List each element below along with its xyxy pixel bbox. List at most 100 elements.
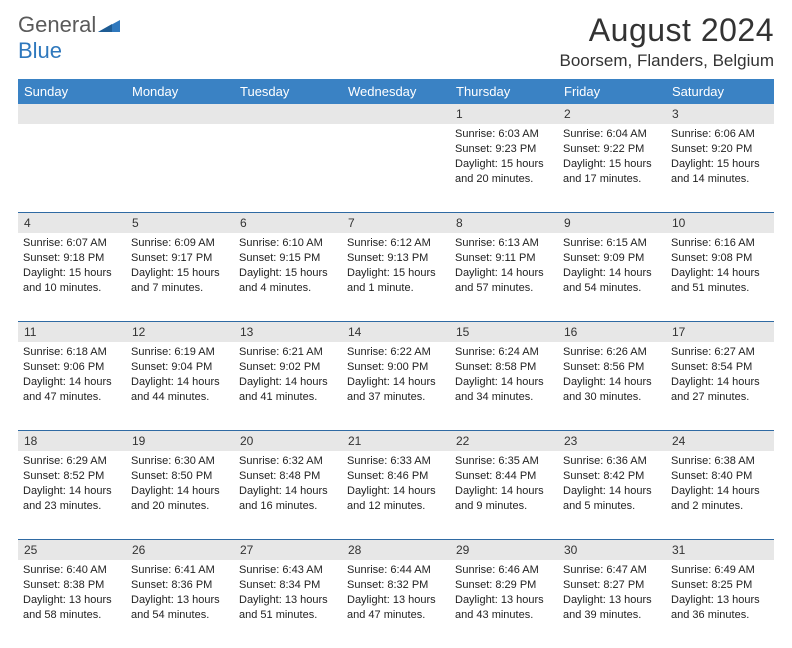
day-number: 25 xyxy=(18,540,126,560)
day-number: 9 xyxy=(558,213,666,233)
daylight-text: Daylight: 14 hours and 51 minutes. xyxy=(671,266,769,296)
sunset-text: Sunset: 8:42 PM xyxy=(563,469,661,484)
daylight-text: Daylight: 13 hours and 36 minutes. xyxy=(671,593,769,623)
day-number: 2 xyxy=(558,104,666,124)
sunrise-text: Sunrise: 6:27 AM xyxy=(671,345,769,360)
day-cell: Sunrise: 6:09 AMSunset: 9:17 PMDaylight:… xyxy=(126,233,234,321)
sunset-text: Sunset: 8:32 PM xyxy=(347,578,445,593)
sunrise-text: Sunrise: 6:19 AM xyxy=(131,345,229,360)
sunset-text: Sunset: 8:44 PM xyxy=(455,469,553,484)
daylight-text: Daylight: 14 hours and 54 minutes. xyxy=(563,266,661,296)
sunrise-text: Sunrise: 6:07 AM xyxy=(23,236,121,251)
sunrise-text: Sunrise: 6:30 AM xyxy=(131,454,229,469)
day-cell: Sunrise: 6:32 AMSunset: 8:48 PMDaylight:… xyxy=(234,451,342,539)
day-number: 21 xyxy=(342,431,450,451)
daynum-row: 123 xyxy=(18,104,774,124)
logo-text-2: Blue xyxy=(18,38,62,63)
title-block: August 2024 Boorsem, Flanders, Belgium xyxy=(560,12,774,71)
sunrise-text: Sunrise: 6:40 AM xyxy=(23,563,121,578)
day-number: 1 xyxy=(450,104,558,124)
daylight-text: Daylight: 13 hours and 54 minutes. xyxy=(131,593,229,623)
week-row: Sunrise: 6:03 AMSunset: 9:23 PMDaylight:… xyxy=(18,124,774,213)
sunset-text: Sunset: 9:17 PM xyxy=(131,251,229,266)
daylight-text: Daylight: 14 hours and 16 minutes. xyxy=(239,484,337,514)
daylight-text: Daylight: 14 hours and 34 minutes. xyxy=(455,375,553,405)
day-cell xyxy=(342,124,450,212)
sunrise-text: Sunrise: 6:10 AM xyxy=(239,236,337,251)
sunset-text: Sunset: 9:06 PM xyxy=(23,360,121,375)
day-header-row: Sunday Monday Tuesday Wednesday Thursday… xyxy=(18,79,774,104)
sunrise-text: Sunrise: 6:15 AM xyxy=(563,236,661,251)
day-cell: Sunrise: 6:22 AMSunset: 9:00 PMDaylight:… xyxy=(342,342,450,430)
day-number xyxy=(234,104,342,124)
day-number: 8 xyxy=(450,213,558,233)
day-header-saturday: Saturday xyxy=(666,79,774,104)
daylight-text: Daylight: 15 hours and 7 minutes. xyxy=(131,266,229,296)
day-number: 6 xyxy=(234,213,342,233)
sunset-text: Sunset: 8:29 PM xyxy=(455,578,553,593)
sunset-text: Sunset: 8:38 PM xyxy=(23,578,121,593)
sunrise-text: Sunrise: 6:12 AM xyxy=(347,236,445,251)
day-number: 4 xyxy=(18,213,126,233)
day-number: 3 xyxy=(666,104,774,124)
day-header-wednesday: Wednesday xyxy=(342,79,450,104)
day-cell: Sunrise: 6:27 AMSunset: 8:54 PMDaylight:… xyxy=(666,342,774,430)
week-row: Sunrise: 6:29 AMSunset: 8:52 PMDaylight:… xyxy=(18,451,774,540)
daylight-text: Daylight: 14 hours and 30 minutes. xyxy=(563,375,661,405)
day-cell: Sunrise: 6:47 AMSunset: 8:27 PMDaylight:… xyxy=(558,560,666,648)
daylight-text: Daylight: 15 hours and 17 minutes. xyxy=(563,157,661,187)
day-number xyxy=(126,104,234,124)
logo: General Blue xyxy=(18,12,120,64)
sunrise-text: Sunrise: 6:29 AM xyxy=(23,454,121,469)
logo-text: General Blue xyxy=(18,12,120,64)
day-number: 5 xyxy=(126,213,234,233)
day-number: 15 xyxy=(450,322,558,342)
sunset-text: Sunset: 8:48 PM xyxy=(239,469,337,484)
day-cell xyxy=(126,124,234,212)
day-cell: Sunrise: 6:41 AMSunset: 8:36 PMDaylight:… xyxy=(126,560,234,648)
day-cell: Sunrise: 6:06 AMSunset: 9:20 PMDaylight:… xyxy=(666,124,774,212)
day-number: 11 xyxy=(18,322,126,342)
daylight-text: Daylight: 15 hours and 4 minutes. xyxy=(239,266,337,296)
sunrise-text: Sunrise: 6:32 AM xyxy=(239,454,337,469)
day-number: 31 xyxy=(666,540,774,560)
daynum-row: 25262728293031 xyxy=(18,540,774,560)
day-cell: Sunrise: 6:12 AMSunset: 9:13 PMDaylight:… xyxy=(342,233,450,321)
daylight-text: Daylight: 13 hours and 43 minutes. xyxy=(455,593,553,623)
day-cell xyxy=(18,124,126,212)
sunset-text: Sunset: 8:46 PM xyxy=(347,469,445,484)
day-number: 22 xyxy=(450,431,558,451)
week-row: Sunrise: 6:18 AMSunset: 9:06 PMDaylight:… xyxy=(18,342,774,431)
day-cell: Sunrise: 6:43 AMSunset: 8:34 PMDaylight:… xyxy=(234,560,342,648)
day-number: 13 xyxy=(234,322,342,342)
daylight-text: Daylight: 14 hours and 41 minutes. xyxy=(239,375,337,405)
sunrise-text: Sunrise: 6:24 AM xyxy=(455,345,553,360)
weeks-container: 123Sunrise: 6:03 AMSunset: 9:23 PMDaylig… xyxy=(18,104,774,648)
day-cell: Sunrise: 6:03 AMSunset: 9:23 PMDaylight:… xyxy=(450,124,558,212)
sunset-text: Sunset: 8:56 PM xyxy=(563,360,661,375)
sunrise-text: Sunrise: 6:44 AM xyxy=(347,563,445,578)
daynum-row: 11121314151617 xyxy=(18,322,774,342)
sunrise-text: Sunrise: 6:21 AM xyxy=(239,345,337,360)
day-number xyxy=(18,104,126,124)
daylight-text: Daylight: 13 hours and 58 minutes. xyxy=(23,593,121,623)
day-cell: Sunrise: 6:30 AMSunset: 8:50 PMDaylight:… xyxy=(126,451,234,539)
day-number: 19 xyxy=(126,431,234,451)
sunset-text: Sunset: 9:20 PM xyxy=(671,142,769,157)
sunrise-text: Sunrise: 6:43 AM xyxy=(239,563,337,578)
day-number: 20 xyxy=(234,431,342,451)
sunset-text: Sunset: 9:18 PM xyxy=(23,251,121,266)
sunrise-text: Sunrise: 6:16 AM xyxy=(671,236,769,251)
day-header-friday: Friday xyxy=(558,79,666,104)
sunrise-text: Sunrise: 6:47 AM xyxy=(563,563,661,578)
sunrise-text: Sunrise: 6:04 AM xyxy=(563,127,661,142)
page-header: General Blue August 2024 Boorsem, Flande… xyxy=(18,12,774,71)
daylight-text: Daylight: 14 hours and 2 minutes. xyxy=(671,484,769,514)
sunset-text: Sunset: 9:23 PM xyxy=(455,142,553,157)
day-number: 23 xyxy=(558,431,666,451)
sunset-text: Sunset: 9:15 PM xyxy=(239,251,337,266)
sunset-text: Sunset: 8:40 PM xyxy=(671,469,769,484)
daylight-text: Daylight: 13 hours and 39 minutes. xyxy=(563,593,661,623)
day-number: 10 xyxy=(666,213,774,233)
sunset-text: Sunset: 9:11 PM xyxy=(455,251,553,266)
